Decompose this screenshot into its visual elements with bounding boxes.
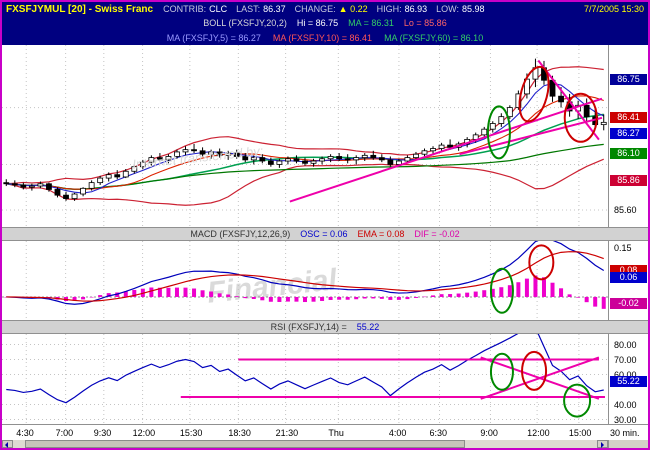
- horizontal-scrollbar[interactable]: [2, 440, 608, 448]
- macd-segment: DIF = -0.02: [414, 229, 460, 239]
- value-badge: 0.06: [610, 271, 647, 283]
- interval-label: 30 min.: [610, 428, 640, 438]
- axis-label: 85.60: [614, 204, 637, 215]
- quote-value: ▲ 0.22: [338, 4, 368, 14]
- ma-segment: MA (FXSFJY,10) = 86.41: [272, 32, 373, 43]
- macd-segment: OSC = 0.06: [300, 229, 348, 239]
- time-label: 12:00: [132, 428, 156, 438]
- time-label: 15:30: [179, 428, 203, 438]
- quote-value: 85.98: [462, 4, 485, 14]
- quote-label: HIGH:: [376, 4, 402, 14]
- price-axis: 85.60 86.75 86.41 86.27 86.10 85.86: [608, 45, 648, 227]
- quote-value: 86.93: [404, 4, 428, 14]
- scrollbar-corner: [608, 440, 648, 448]
- time-label: 7:00: [55, 428, 74, 438]
- price-chart-canvas[interactable]: Internet transferred by:: [2, 45, 608, 227]
- time-label: 4:30: [16, 428, 34, 438]
- time-axis: 30 min. 4:30 7:00 9:30 12:00 15:30 18:30 21:30…: [2, 424, 648, 440]
- quote-label: LOW:: [436, 4, 459, 14]
- value-badge: 0.08: [610, 265, 647, 277]
- boll-segment: BOLL (FXSFJY,20,2): [203, 18, 287, 28]
- macd-axis: 0.15 0.08 0.06 -0.02: [608, 241, 648, 320]
- scroll-left-button[interactable]: [2, 440, 13, 448]
- gridlines: [2, 334, 608, 424]
- time-label: 18:30: [228, 428, 251, 438]
- boll-segment: MA = 86.31: [348, 18, 394, 28]
- value-badge: 86.41: [610, 112, 647, 124]
- quote-strip: CONTRIB: CLC LAST: 86.37 CHANGE: ▲ 0.22 HIGH: 8…: [163, 4, 493, 14]
- value-badge: 86.75: [610, 73, 647, 85]
- bollinger-bands: [6, 66, 604, 206]
- time-label: 21:30: [275, 428, 299, 438]
- time-label: Thu: [328, 428, 344, 438]
- ma-segment: MA (FXSFJY,5) = 86.27: [166, 32, 261, 43]
- quote-value: CLC: [209, 4, 228, 14]
- time-label: 4:00: [388, 428, 407, 438]
- rsi-chart-svg: [2, 334, 608, 424]
- value-badge: 86.10: [610, 147, 647, 159]
- axis-label: 70.00: [614, 354, 637, 365]
- macd-chart-canvas[interactable]: [2, 241, 608, 320]
- axis-label: 40.00: [614, 399, 637, 410]
- gridlines: [2, 241, 608, 320]
- axis-label: 0.15: [614, 242, 632, 253]
- scrollbar-track[interactable]: [13, 440, 597, 448]
- rsi-line: [6, 334, 604, 404]
- macd-chart-svg: [2, 241, 608, 320]
- quote-label: LAST:: [236, 4, 261, 14]
- macd-lines: [6, 241, 605, 305]
- title-bar: FXSFJYMUL [20] - Swiss Franc CONTRIB: CLC…: [2, 2, 648, 16]
- rsi-axis: 80.00 70.00 60.00 40.00 30.00 55.22: [608, 334, 648, 425]
- quote-value: 86.37: [263, 4, 286, 14]
- time-label: 12:00: [527, 428, 550, 438]
- rsi-segment: 55.22: [356, 322, 380, 332]
- price-chart-svg: [2, 45, 608, 227]
- annotations: [180, 350, 605, 418]
- quote-label: CONTRIB:: [163, 4, 207, 14]
- macd-histogram: [4, 275, 606, 309]
- axis-label: 30.00: [614, 414, 637, 425]
- time-label: 15:00: [568, 428, 592, 438]
- value-badge: 55.22: [610, 376, 647, 388]
- rsi-header: RSI (FXSFJY,14) = 55.22: [2, 320, 648, 334]
- datetime-label: 7/7/2005 15:30: [583, 4, 644, 14]
- time-label: 9:00: [480, 428, 498, 438]
- ma-indicator-bar: MA (FXSFJY,5) = 86.27 MA (FXSFJY,10) = 86…: [2, 30, 648, 45]
- boll-segment: Lo = 85.86: [403, 18, 447, 28]
- quote-label: CHANGE:: [294, 4, 336, 14]
- value-badge: 86.27: [610, 128, 647, 140]
- symbol-title: FXSFJYMUL [20] - Swiss Franc: [6, 3, 154, 15]
- rsi-chart-canvas[interactable]: [2, 334, 608, 424]
- boll-indicator-bar: BOLL (FXSFJY,20,2) Hi = 86.75 MA = 86.31 Lo…: [2, 16, 648, 30]
- annotations: [289, 59, 603, 203]
- moving-averages: [6, 82, 604, 194]
- macd-header: MACD (FXSFJY,12,26,9) OSC = 0.06 EMA = 0.0…: [2, 227, 648, 241]
- axis-label: 80.00: [614, 339, 637, 350]
- rsi-segment: RSI (FXSFJY,14) =: [270, 322, 347, 332]
- scroll-right-button[interactable]: [597, 440, 608, 448]
- macd-segment: MACD (FXSFJY,12,26,9): [190, 229, 291, 239]
- ma-segment: MA (FXSFJY,60) = 86.10: [384, 32, 484, 43]
- boll-segment: Hi = 86.75: [296, 18, 339, 28]
- time-label: 9:30: [93, 428, 112, 438]
- value-badge: -0.02: [610, 298, 647, 310]
- time-label: 6:30: [429, 428, 448, 438]
- scrollbar-thumb[interactable]: [25, 440, 465, 448]
- value-badge: 85.86: [610, 174, 647, 186]
- macd-segment: EMA = 0.08: [357, 229, 405, 239]
- gridlines: [2, 45, 608, 227]
- annotations: [489, 244, 555, 314]
- axis-label: 60.00: [614, 369, 637, 380]
